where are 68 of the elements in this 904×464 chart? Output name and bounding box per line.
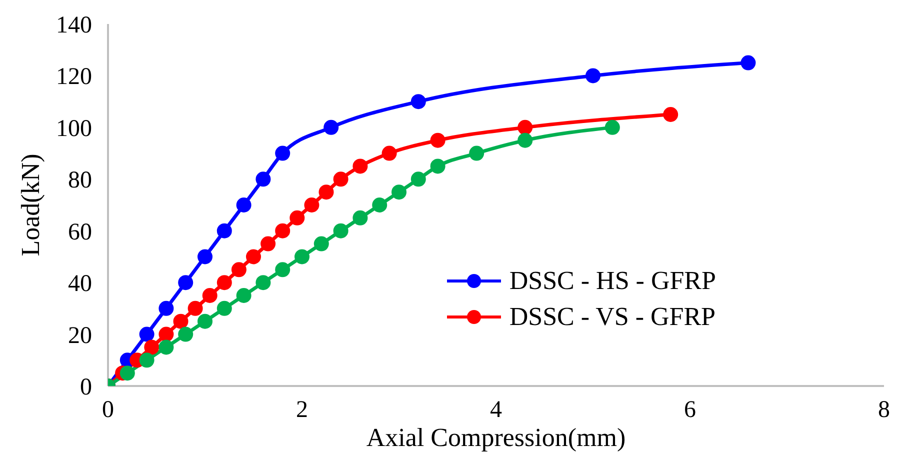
- x-tick-label: 0: [102, 397, 114, 424]
- point: [216, 223, 232, 238]
- legend-label: DSSC - HS - GFRP: [509, 266, 716, 296]
- x-tick-label: 4: [490, 397, 502, 424]
- point: [314, 236, 329, 252]
- point: [352, 158, 368, 174]
- point: [275, 146, 290, 161]
- point: [740, 55, 756, 70]
- y-tick-label: 100: [56, 116, 92, 142]
- point: [430, 132, 446, 148]
- point: [290, 210, 305, 226]
- y-tick-label: 120: [56, 64, 92, 90]
- y-tick-label: 0: [80, 374, 92, 401]
- point: [216, 275, 232, 290]
- point: [324, 120, 339, 135]
- point: [333, 172, 348, 187]
- point: [275, 223, 290, 238]
- point: [430, 158, 446, 174]
- point: [275, 262, 290, 278]
- point: [158, 326, 174, 342]
- point: [382, 146, 397, 161]
- point: [178, 275, 194, 290]
- point: [333, 223, 348, 238]
- point: [236, 288, 252, 303]
- point: [518, 120, 533, 135]
- y-tick-label: 40: [68, 271, 92, 298]
- point: [256, 172, 271, 187]
- y-tick-label: 140: [56, 12, 92, 39]
- x-tick-label: 6: [684, 397, 696, 424]
- y-tick-label: 20: [68, 322, 92, 349]
- point: [518, 132, 533, 148]
- point: [318, 184, 334, 200]
- point: [198, 249, 212, 264]
- legend-label: DSSC - VS - GFRP: [509, 302, 716, 332]
- point: [178, 326, 194, 342]
- point: [198, 314, 212, 329]
- point: [352, 210, 368, 226]
- point: [231, 262, 246, 278]
- point: [304, 198, 320, 212]
- x-tick-label: 2: [296, 397, 308, 424]
- point: [604, 120, 620, 135]
- point: [260, 236, 276, 252]
- y-tick-label: 60: [68, 219, 92, 246]
- point: [586, 68, 600, 84]
- point: [392, 184, 406, 200]
- point: [188, 300, 203, 316]
- point: [372, 198, 388, 212]
- point: [256, 275, 271, 290]
- point: [410, 94, 426, 110]
- point: [144, 340, 160, 355]
- point: [158, 300, 174, 316]
- point: [139, 352, 154, 368]
- point: [294, 249, 310, 264]
- point: [202, 288, 218, 303]
- point: [663, 107, 678, 122]
- point: [173, 314, 188, 329]
- point: [139, 326, 154, 342]
- point: [216, 300, 232, 316]
- point: [158, 340, 174, 355]
- y-tick-label: 80: [68, 168, 92, 194]
- point: [120, 366, 135, 381]
- point: [469, 146, 484, 161]
- point: [236, 198, 252, 212]
- y-axis-title: Load(kN): [16, 154, 46, 256]
- point: [410, 172, 426, 187]
- point: [246, 249, 261, 264]
- x-tick-label: 8: [878, 397, 890, 424]
- x-axis-title: Axial Compression(mm): [366, 423, 626, 452]
